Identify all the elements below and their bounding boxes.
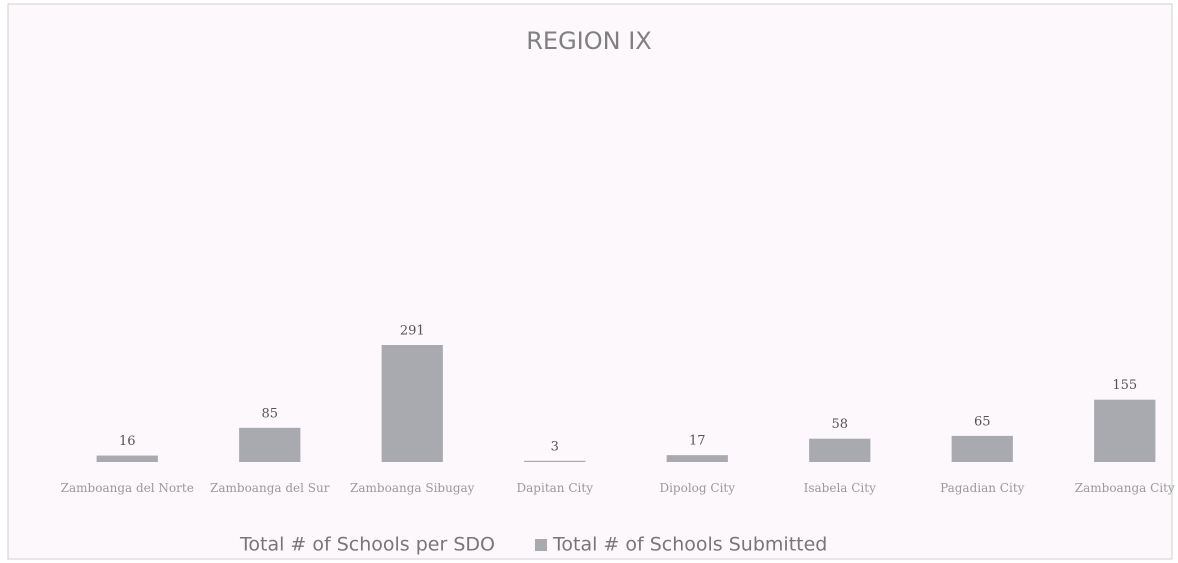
x-tick-label: Zamboanga del Norte bbox=[60, 481, 194, 495]
legend-label: Total # of Schools Submitted bbox=[552, 534, 827, 556]
data-label: 291 bbox=[400, 324, 425, 339]
chart-area bbox=[7, 3, 1173, 560]
x-tick-label-box: Zamboanga Sibugay bbox=[350, 481, 475, 495]
bar bbox=[666, 455, 728, 462]
x-tick-label-box: Dapitan City bbox=[516, 481, 593, 495]
bar bbox=[96, 455, 158, 462]
bar bbox=[809, 438, 871, 462]
x-tick-label: Zamboanga Sibugay bbox=[350, 481, 475, 495]
data-label: 85 bbox=[261, 406, 278, 421]
x-tick-label-box: Dipolog City bbox=[659, 481, 736, 495]
data-label: 155 bbox=[1112, 378, 1137, 393]
x-tick-label: Pagadian City bbox=[940, 481, 1025, 495]
bar bbox=[381, 345, 443, 462]
legend-label: Total # of Schools per SDO bbox=[239, 534, 495, 556]
x-tick-label-box: Zamboanga del Norte bbox=[60, 481, 194, 495]
data-label: 16 bbox=[119, 434, 136, 449]
x-tick-label: Isabela City bbox=[803, 481, 876, 495]
x-tick-label: Zamboanga City bbox=[1074, 481, 1175, 495]
data-label: 3 bbox=[551, 439, 559, 454]
data-label: 58 bbox=[831, 417, 848, 432]
x-tick-label: Dapitan City bbox=[516, 481, 593, 495]
x-tick-label-box: Pagadian City bbox=[940, 481, 1025, 495]
data-label: 65 bbox=[974, 414, 991, 429]
x-tick-label: Zamboanga del Sur bbox=[210, 481, 330, 495]
legend-swatch bbox=[535, 539, 547, 551]
chart-title: REGION IX bbox=[526, 27, 652, 55]
data-label: 17 bbox=[689, 434, 706, 449]
bar bbox=[1094, 399, 1156, 462]
x-tick-label-box: Zamboanga del Sur bbox=[210, 481, 330, 495]
x-tick-label-box: Zamboanga City bbox=[1074, 481, 1175, 495]
x-tick-label: Dipolog City bbox=[659, 481, 736, 495]
x-tick-label-box: Isabela City bbox=[803, 481, 876, 495]
bar bbox=[524, 460, 586, 462]
bar bbox=[951, 435, 1013, 462]
bar bbox=[239, 427, 301, 462]
